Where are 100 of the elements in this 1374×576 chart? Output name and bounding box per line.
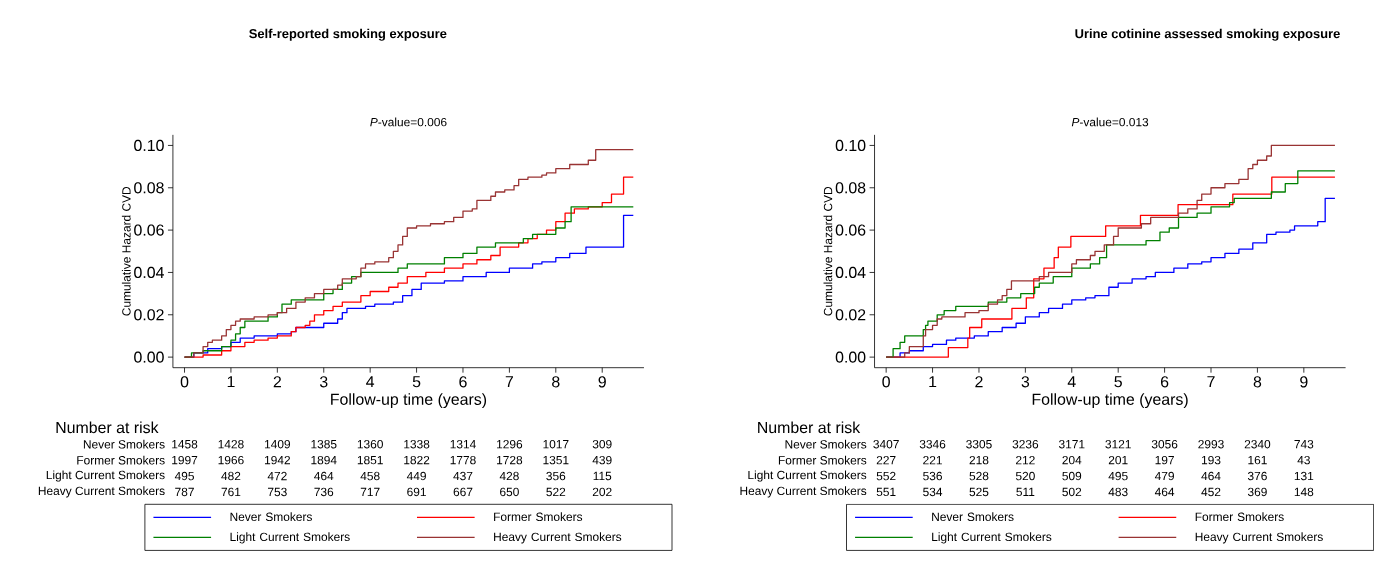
x-tick-label: 2 [273, 376, 281, 388]
text: 520 [1015, 471, 1035, 481]
chart-subtitle: P-value=0.006 [370, 117, 447, 127]
text: 736 [314, 487, 334, 496]
legend-label: Never Smokers [932, 512, 1014, 521]
x-tick-label: 1 [929, 375, 937, 387]
text: 218 [969, 455, 989, 465]
text: 148 [1294, 487, 1314, 496]
text: 131 [1294, 471, 1314, 481]
text: 482 [221, 471, 241, 481]
text: 1966 [218, 455, 244, 465]
text: Light Current Smokers [46, 470, 165, 482]
text: 1017 [543, 439, 569, 449]
x-tick-label: 0 [180, 376, 189, 388]
text: 472 [267, 471, 287, 480]
text: 449 [406, 471, 426, 481]
text: 202 [592, 487, 612, 496]
text: Former Smokers [778, 455, 867, 465]
x-axis-title: Follow-up time (years) [331, 393, 487, 408]
legend-label: Former Smokers [1195, 512, 1284, 521]
chart-title: Urine cotinine assessed smoking exposure [1075, 28, 1340, 41]
x-tick-label: 4 [1067, 375, 1076, 387]
text: 452 [1201, 487, 1221, 496]
text: 495 [174, 471, 194, 481]
text: Never Smokers [785, 439, 867, 449]
text: 743 [1294, 439, 1314, 449]
text: 1942 [264, 455, 290, 465]
text: 464 [1154, 487, 1175, 496]
text: 2340 [1244, 439, 1271, 449]
text: 193 [1201, 455, 1221, 465]
y-axis-title: Cumulative Hazard CVD [121, 186, 131, 316]
x-tick-label: 0 [882, 376, 890, 388]
text: 43 [1297, 455, 1310, 465]
y-tick-label: 0.08 [134, 181, 164, 194]
text: 3171 [1058, 439, 1085, 449]
y-tick-label: 0.00 [835, 351, 866, 363]
text: 1351 [543, 455, 569, 465]
legend-label: Heavy Current Smokers [494, 532, 622, 544]
legend-label: Heavy Current Smokers [1195, 532, 1323, 544]
text: 309 [592, 439, 612, 449]
text: 212 [1016, 455, 1035, 465]
text: 691 [407, 487, 426, 496]
text: 1385 [311, 439, 337, 449]
legend-label: Light Current Smokers [932, 532, 1052, 544]
text: 437 [453, 471, 473, 481]
text: 204 [1062, 455, 1082, 465]
text: 3305 [966, 439, 992, 449]
text: 227 [876, 455, 896, 465]
text: 536 [923, 471, 942, 481]
text: 511 [1016, 487, 1035, 496]
text: 201 [1108, 455, 1128, 465]
x-tick-label: 1 [227, 375, 235, 387]
text: Light Current Smokers [748, 470, 867, 482]
text: 753 [268, 487, 287, 496]
legend-label: Light Current Smokers [230, 532, 350, 544]
text: 534 [923, 487, 943, 496]
x-tick-label: 5 [412, 375, 421, 388]
text: 787 [175, 487, 194, 496]
text: 502 [1062, 487, 1082, 496]
x-tick-label: 3 [1021, 376, 1030, 388]
y-axis-title: Cumulative Hazard CVD [823, 186, 833, 316]
x-tick-label: 9 [598, 376, 606, 388]
text: 458 [360, 471, 380, 481]
text: 528 [969, 471, 989, 481]
x-tick-label: 6 [1160, 376, 1169, 388]
y-tick-label: 0.06 [835, 224, 866, 236]
text: 221 [923, 455, 942, 465]
chart-title: Self-reported smoking exposure [249, 28, 447, 41]
y-tick-label: 0.10 [835, 139, 866, 151]
text: 717 [360, 487, 380, 496]
text: 667 [453, 487, 473, 496]
x-tick-label: 7 [505, 375, 514, 387]
text: 3346 [919, 439, 946, 449]
text: 464 [314, 471, 334, 481]
text: 376 [1247, 471, 1267, 481]
text: 552 [876, 471, 896, 481]
y-tick-label: 0.04 [134, 266, 164, 278]
text: 650 [500, 487, 519, 496]
text: 115 [593, 471, 612, 480]
text: Former Smokers [77, 455, 165, 465]
text: 3236 [1012, 439, 1039, 449]
chart-subtitle: P-value=0.013 [1071, 117, 1149, 127]
x-tick-label: 3 [319, 376, 328, 388]
text: 356 [546, 471, 566, 481]
text: 522 [546, 487, 566, 496]
text: 509 [1062, 471, 1082, 481]
text: 1360 [357, 439, 383, 449]
text: 1428 [218, 439, 244, 449]
x-tick-label: 8 [1253, 376, 1262, 388]
y-tick-label: 0.00 [134, 351, 164, 363]
text: 1822 [404, 455, 430, 465]
text: 1338 [404, 439, 430, 449]
text: 3407 [873, 439, 899, 449]
text: Number at risk [758, 421, 861, 433]
text: 1894 [311, 455, 337, 465]
y-tick-label: 0.02 [835, 308, 866, 321]
x-tick-label: 7 [1207, 375, 1215, 387]
text: 495 [1108, 471, 1128, 481]
text: 1997 [172, 455, 198, 465]
x-tick-label: 6 [459, 376, 467, 388]
